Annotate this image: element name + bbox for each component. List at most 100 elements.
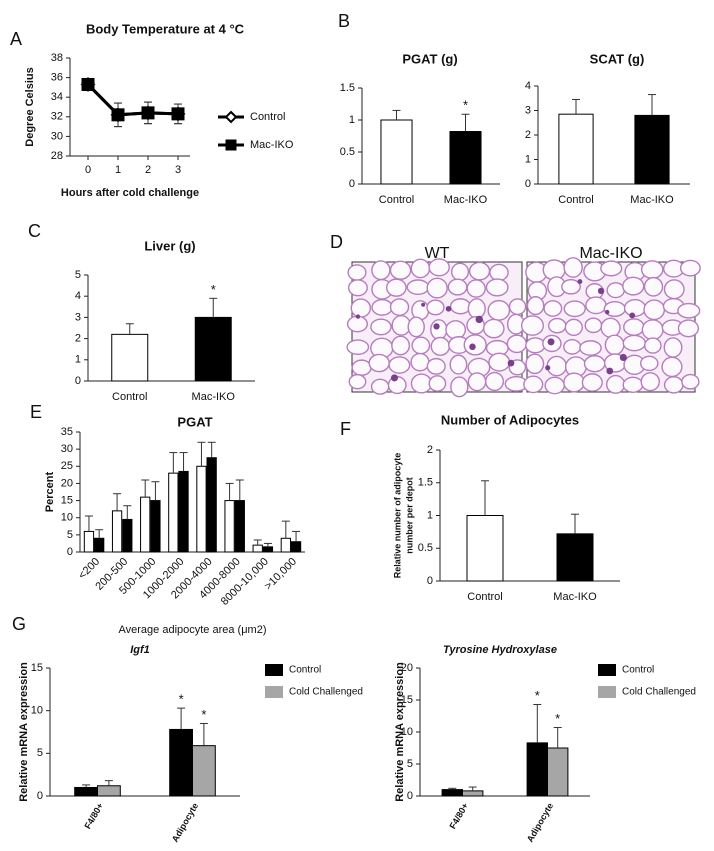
significance: * xyxy=(211,282,216,297)
marker xyxy=(171,107,185,121)
cell xyxy=(449,298,472,315)
y-tick-label: 10 xyxy=(31,705,43,717)
cell xyxy=(466,279,486,298)
y-tick-label: 2 xyxy=(525,129,531,141)
image-label: Mac-IKO xyxy=(579,245,642,262)
y-tick-label: 1.5 xyxy=(340,82,355,94)
cell xyxy=(600,317,621,338)
y-tick-label: 0 xyxy=(427,575,433,587)
x-tick-label: Mac-IKO xyxy=(192,391,236,403)
bar xyxy=(168,472,179,553)
chart-title: Number of Adipocytes xyxy=(441,412,579,427)
bar xyxy=(634,114,670,185)
x-tick-label: F4/80+ xyxy=(447,801,470,830)
cell xyxy=(622,334,646,352)
cell xyxy=(489,263,509,282)
image-label: WT xyxy=(425,245,450,262)
cell xyxy=(644,337,662,354)
cell xyxy=(523,375,544,394)
y-tick-label: 32 xyxy=(51,111,63,123)
y-tick-label: 10 xyxy=(61,512,73,524)
bar xyxy=(290,541,302,553)
y-tick-label: 4 xyxy=(525,80,531,92)
cell xyxy=(663,337,683,358)
cell xyxy=(508,298,527,316)
bar xyxy=(140,496,151,553)
cell xyxy=(622,276,645,296)
legend-marker xyxy=(225,139,237,151)
significance: * xyxy=(463,98,468,113)
chart-title: PGAT xyxy=(177,414,212,429)
bar xyxy=(262,546,274,553)
nucleus xyxy=(605,309,610,315)
nucleus xyxy=(577,279,583,284)
cell xyxy=(368,353,390,373)
chart-title: Tyrosine Hydroxylase xyxy=(443,644,557,656)
y-tick-label: 20 xyxy=(401,662,413,674)
marker xyxy=(81,77,95,91)
nucleus xyxy=(619,353,627,362)
bar xyxy=(206,457,217,553)
bar xyxy=(111,333,149,382)
cell xyxy=(679,259,701,277)
chart-title: Body Temperature at 4 °C xyxy=(86,21,245,36)
y-tick-label: 2 xyxy=(427,444,433,456)
y-tick-label: 15 xyxy=(61,494,73,506)
cell xyxy=(407,316,425,338)
line xyxy=(86,83,179,117)
y-tick-label: 0 xyxy=(75,375,81,387)
y-tick-label: 36 xyxy=(51,72,63,84)
cell xyxy=(371,260,391,281)
x-tick-label: Control xyxy=(467,591,502,603)
cell xyxy=(389,298,410,316)
cell xyxy=(563,257,583,278)
legend-label: Cold Challenged xyxy=(622,687,696,698)
cell xyxy=(600,260,623,277)
y-tick-label: 0 xyxy=(37,790,43,802)
y-axis-label: Relative mRNA expression xyxy=(394,662,406,802)
cell xyxy=(430,319,448,340)
nucleus xyxy=(390,374,399,382)
bar xyxy=(449,131,482,185)
y-tick-label: 20 xyxy=(61,477,73,489)
cell xyxy=(449,354,468,375)
significance: * xyxy=(179,692,184,707)
x-tick-label: <200 xyxy=(76,556,102,582)
bar xyxy=(122,518,133,553)
marker xyxy=(111,108,125,122)
cell xyxy=(428,375,447,392)
cell xyxy=(561,279,581,295)
cell xyxy=(520,315,544,336)
x-tick-label: Mac-IKO xyxy=(444,194,488,206)
y-tick-label: 5 xyxy=(67,529,73,541)
y-tick-label: 1 xyxy=(427,509,433,521)
cell xyxy=(661,356,683,378)
cell xyxy=(604,334,625,356)
chart-title: PGAT (g) xyxy=(402,51,457,66)
y-tick-label: 2 xyxy=(75,333,81,345)
bar xyxy=(252,544,263,553)
y-tick-label: 35 xyxy=(61,426,73,438)
cell xyxy=(663,376,684,394)
x-tick-label: Mac-IKO xyxy=(553,591,597,603)
cell xyxy=(410,373,433,394)
y-tick-label: 25 xyxy=(61,460,73,472)
cell xyxy=(525,337,546,354)
cell xyxy=(348,373,367,390)
bar xyxy=(94,537,105,553)
cell xyxy=(346,339,370,355)
cell xyxy=(467,298,486,320)
y-tick-label: 30 xyxy=(51,130,63,142)
x-tick-label: Adipocyte xyxy=(525,801,555,844)
nucleus xyxy=(433,323,440,330)
y-tick-label: 15 xyxy=(401,694,413,706)
cell xyxy=(583,355,606,373)
cell xyxy=(547,317,567,334)
nucleus xyxy=(469,343,476,351)
nucleus xyxy=(547,338,555,346)
chart-title: Liver (g) xyxy=(144,238,195,253)
x-tick-label: Adipocyte xyxy=(170,801,200,844)
y-tick-label: 38 xyxy=(51,52,63,64)
legend-label: Control xyxy=(289,665,321,676)
legend-label: Cold Challenged xyxy=(289,687,363,698)
